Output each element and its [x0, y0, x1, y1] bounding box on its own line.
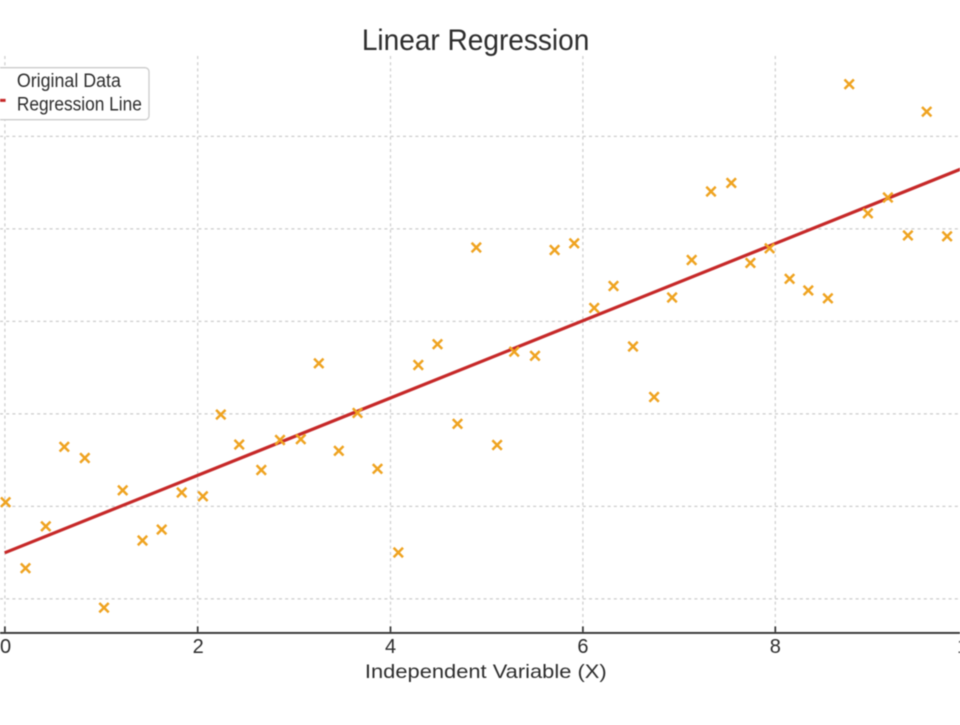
svg-text:6: 6	[577, 636, 588, 658]
svg-text:Independent Variable (X): Independent Variable (X)	[365, 661, 607, 683]
svg-text:2: 2	[193, 636, 204, 658]
svg-text:0: 0	[0, 636, 11, 658]
svg-text:Original Data: Original Data	[17, 71, 121, 92]
svg-text:Linear Regression: Linear Regression	[362, 24, 590, 57]
svg-text:8: 8	[770, 636, 781, 658]
svg-text:10: 10	[957, 636, 960, 658]
svg-text:4: 4	[385, 636, 396, 658]
svg-text:Regression Line: Regression Line	[17, 94, 142, 115]
